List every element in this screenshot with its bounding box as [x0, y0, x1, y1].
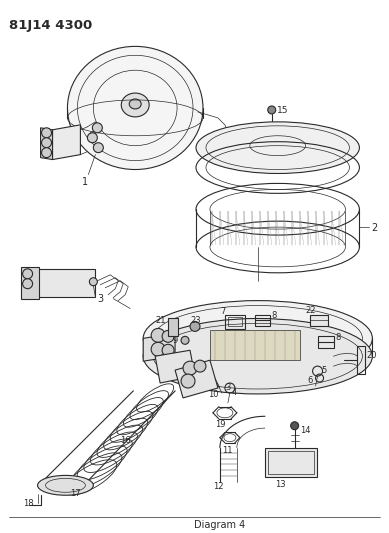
Circle shape — [23, 279, 33, 289]
Circle shape — [42, 148, 51, 158]
Bar — [317, 336, 333, 348]
Polygon shape — [143, 333, 175, 361]
Text: 20: 20 — [366, 351, 377, 360]
Bar — [228, 318, 242, 326]
Ellipse shape — [196, 122, 359, 173]
Circle shape — [93, 143, 103, 152]
Circle shape — [92, 123, 102, 133]
Circle shape — [151, 342, 165, 356]
Text: 3: 3 — [225, 383, 230, 392]
Text: 4: 4 — [232, 388, 237, 397]
Bar — [310, 314, 328, 326]
Circle shape — [268, 106, 276, 114]
Ellipse shape — [250, 342, 266, 350]
Bar — [168, 319, 178, 336]
Text: 22: 22 — [306, 305, 316, 314]
Polygon shape — [53, 125, 81, 159]
Circle shape — [291, 422, 299, 430]
Text: Diagram 4: Diagram 4 — [194, 520, 245, 530]
Text: 2: 2 — [371, 223, 378, 233]
Text: 16: 16 — [120, 435, 131, 445]
Circle shape — [181, 374, 195, 388]
Circle shape — [194, 360, 206, 372]
Ellipse shape — [38, 475, 93, 495]
Text: 11: 11 — [222, 446, 232, 455]
Circle shape — [23, 269, 33, 279]
Text: 9: 9 — [172, 336, 177, 345]
Bar — [210, 330, 300, 360]
Text: 81J14 4300: 81J14 4300 — [9, 19, 92, 31]
Circle shape — [183, 361, 197, 375]
Circle shape — [162, 330, 174, 342]
Circle shape — [162, 344, 174, 356]
Text: 14: 14 — [300, 426, 310, 435]
Text: 23: 23 — [190, 316, 201, 325]
Text: 15: 15 — [277, 106, 288, 115]
Text: 7: 7 — [220, 306, 225, 316]
Circle shape — [42, 128, 51, 138]
Polygon shape — [175, 360, 218, 398]
Ellipse shape — [129, 99, 141, 109]
Polygon shape — [155, 350, 195, 383]
Bar — [225, 314, 245, 329]
Text: 18: 18 — [23, 499, 33, 508]
Circle shape — [151, 328, 165, 342]
Text: 21: 21 — [155, 317, 166, 326]
Text: 1: 1 — [82, 177, 89, 188]
Text: 3: 3 — [97, 294, 103, 304]
Text: 13: 13 — [275, 480, 286, 489]
Text: 6: 6 — [308, 376, 313, 385]
Circle shape — [181, 336, 189, 344]
Text: 19: 19 — [215, 420, 226, 429]
Circle shape — [88, 133, 97, 143]
Circle shape — [190, 321, 200, 332]
Circle shape — [42, 138, 51, 148]
Bar — [35, 269, 95, 297]
Text: 8: 8 — [272, 311, 277, 320]
Bar — [268, 450, 314, 474]
Text: 5: 5 — [322, 366, 327, 375]
Bar — [265, 448, 317, 478]
Ellipse shape — [143, 319, 372, 394]
Bar — [357, 346, 365, 374]
Ellipse shape — [67, 46, 203, 169]
Text: 12: 12 — [213, 482, 223, 491]
Text: 10: 10 — [208, 390, 219, 399]
Ellipse shape — [121, 93, 149, 117]
Circle shape — [89, 278, 97, 286]
Ellipse shape — [143, 301, 372, 376]
Polygon shape — [40, 128, 53, 159]
Text: 8: 8 — [335, 333, 341, 342]
Text: 17: 17 — [70, 489, 81, 498]
Bar — [21, 267, 39, 298]
Bar — [255, 314, 270, 326]
